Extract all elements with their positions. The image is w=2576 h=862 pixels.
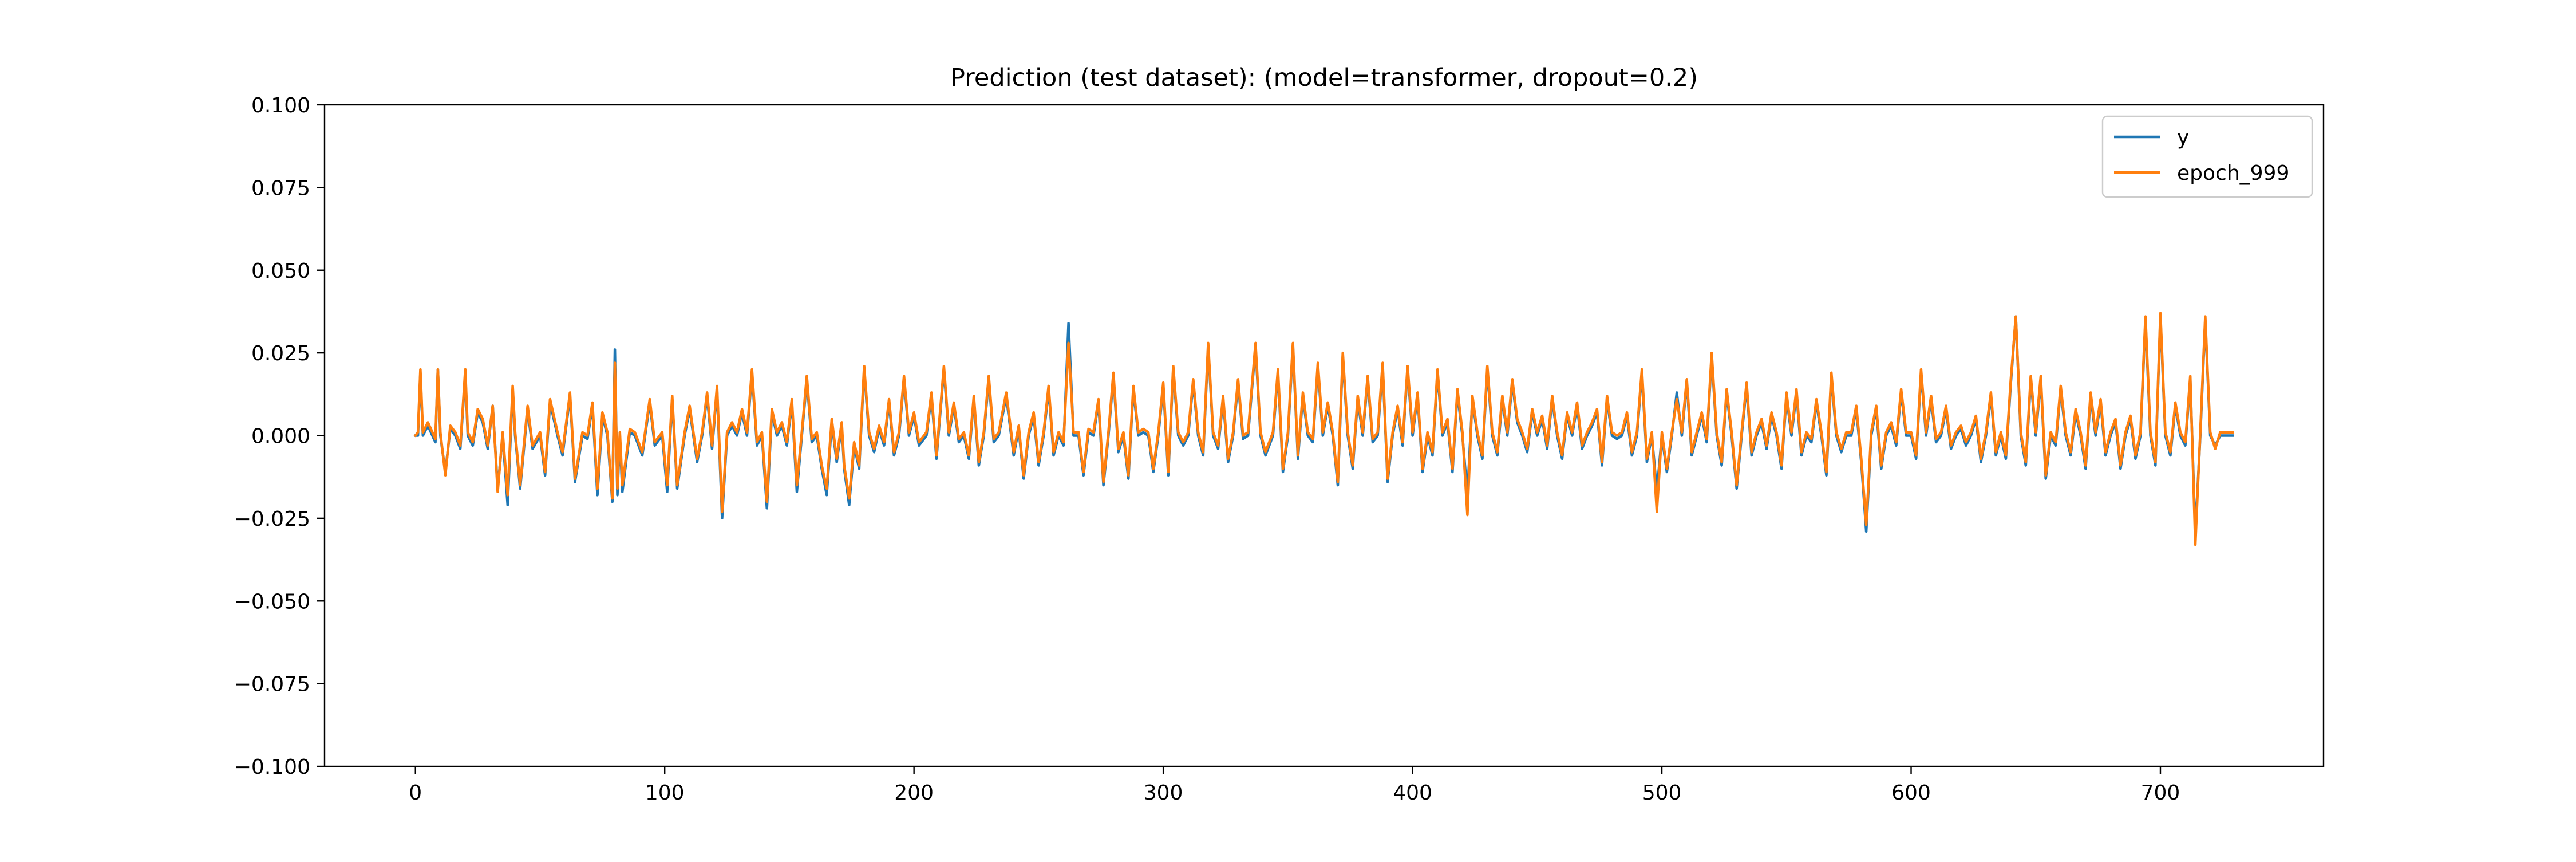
y-tick-label: −0.075 — [234, 673, 310, 696]
x-tick-label: 400 — [1393, 781, 1432, 805]
series-layer — [413, 312, 2234, 546]
y-tick-label: 0.050 — [251, 259, 310, 283]
y-tick-label: 0.100 — [251, 94, 310, 117]
x-tick-label: 0 — [409, 781, 422, 805]
legend-label: y — [2177, 126, 2189, 149]
legend-label: epoch_999 — [2177, 162, 2289, 185]
y-axis: −0.100 −0.075 −0.050 −0.025 0.000 0.025 0.050 0… — [234, 94, 325, 779]
y-tick-label: −0.050 — [234, 590, 310, 613]
x-tick-label: 100 — [645, 781, 685, 805]
x-tick-label: 500 — [1642, 781, 1682, 805]
chart-title: Prediction (test dataset): (model=transf… — [950, 64, 1698, 92]
series-line-epoch_999 — [413, 312, 2234, 546]
y-tick-label: −0.100 — [234, 755, 310, 779]
y-tick-label: −0.025 — [234, 507, 310, 531]
x-axis: 0 100 200 300 400 500 600 700 — [409, 766, 2180, 805]
y-tick-label: 0.025 — [251, 342, 310, 365]
y-tick-label: 0.000 — [251, 425, 310, 448]
y-tick-label: 0.075 — [251, 176, 310, 200]
x-tick-label: 600 — [1891, 781, 1931, 805]
x-tick-label: 700 — [2141, 781, 2180, 805]
legend: y epoch_999 — [2101, 115, 2313, 198]
x-tick-label: 300 — [1144, 781, 1183, 805]
x-tick-label: 200 — [894, 781, 934, 805]
